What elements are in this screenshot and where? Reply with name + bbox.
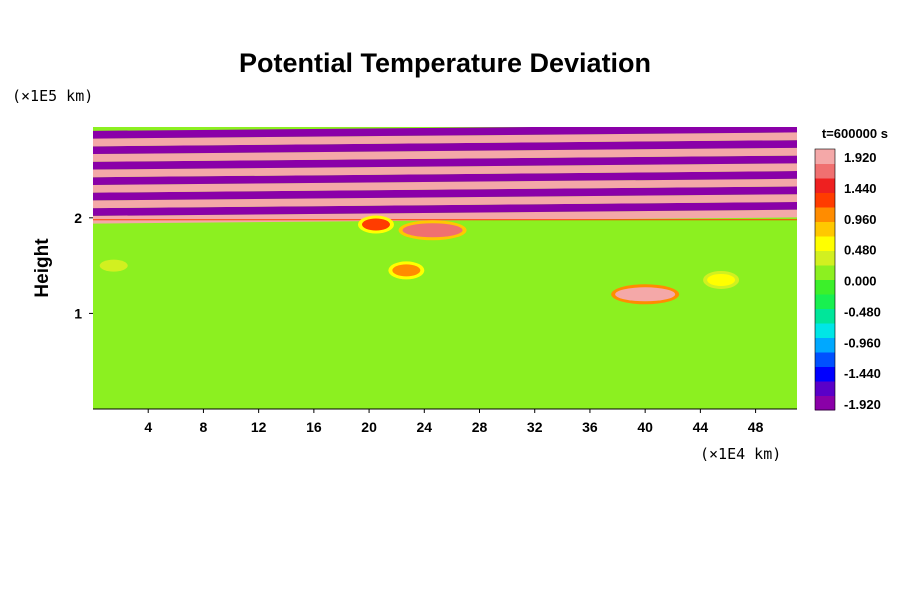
x-tick-label: 28 (472, 419, 488, 435)
y-tick-label: 2 (74, 210, 82, 226)
colorbar-swatch (815, 308, 835, 324)
x-tick-label: 20 (361, 419, 377, 435)
colorbar-swatch (815, 265, 835, 280)
chart-title: Potential Temperature Deviation (239, 48, 651, 78)
colorbar-tick-label: 1.440 (844, 181, 877, 196)
colorbar: 1.920 1.440 0.960 0.480 0.000 -0.480 -0.960 -1.… (814, 148, 881, 412)
x-tick-label: 40 (637, 419, 653, 435)
colorbar-swatch (815, 236, 835, 251)
colorbar-tick-label: 0.960 (844, 212, 877, 227)
colorbar-swatch (815, 323, 835, 338)
x-tick-label: 32 (527, 419, 543, 435)
colorbar-swatch (815, 149, 835, 164)
x-tick-label: 16 (306, 419, 322, 435)
colorbar-swatch (815, 221, 835, 237)
colorbar-swatch (815, 279, 835, 295)
upper-band (93, 201, 797, 216)
colorbar-tick-label: -0.960 (844, 335, 881, 350)
upper-band (93, 163, 797, 178)
y-unit-label: (×1E5 km) (12, 87, 93, 105)
feature-core (99, 259, 128, 272)
colorbar-swatch (815, 178, 835, 193)
upper-band (93, 140, 797, 155)
colorbar-frame (814, 148, 836, 411)
feature-core (402, 223, 463, 238)
x-tick-label: 48 (748, 419, 764, 435)
x-tick-label: 44 (693, 419, 709, 435)
upper-band (93, 194, 797, 209)
colorbar-tick-label: 1.920 (844, 150, 877, 165)
upper-band (93, 155, 797, 170)
y-tick-label: 1 (74, 305, 82, 321)
upper-bands (93, 127, 797, 224)
colorbar-swatch (815, 366, 835, 382)
colorbar-tick-label: 0.480 (844, 243, 877, 258)
colorbar-swatch (815, 352, 835, 367)
colorbar-tick-label: -1.440 (844, 366, 881, 381)
x-unit-label: (×1E4 km) (700, 445, 781, 463)
colorbar-swatch (815, 381, 835, 396)
upper-band (93, 127, 797, 139)
feature-core (615, 287, 676, 302)
colorbar-swatch (815, 163, 835, 179)
y-axis-label: Height (32, 238, 53, 298)
colorbar-swatch (815, 294, 835, 309)
feature-core (707, 273, 736, 286)
upper-band (93, 132, 797, 147)
upper-band (93, 147, 797, 162)
colorbar-swatch (815, 250, 835, 266)
colorbar-tick-label: 0.000 (844, 274, 877, 289)
x-tick-label: 4 (144, 419, 152, 435)
upper-band (93, 178, 797, 193)
colorbar-swatch (815, 192, 835, 208)
colorbar-swatch (815, 207, 835, 222)
feature-core (392, 264, 421, 277)
upper-band (93, 186, 797, 201)
x-tick-label: 24 (417, 419, 433, 435)
colorbar-tick-label: -1.920 (844, 397, 881, 412)
colorbar-tick-label: -0.480 (844, 304, 881, 319)
colorbar-swatch (815, 337, 835, 353)
x-tick-label: 36 (582, 419, 598, 435)
time-label: t=600000 s (822, 126, 888, 141)
x-tick-label: 12 (251, 419, 267, 435)
field-features (95, 215, 740, 305)
upper-band (93, 171, 797, 185)
feature-core (361, 218, 390, 231)
x-tick-label: 8 (200, 419, 208, 435)
colorbar-swatch (815, 395, 835, 411)
